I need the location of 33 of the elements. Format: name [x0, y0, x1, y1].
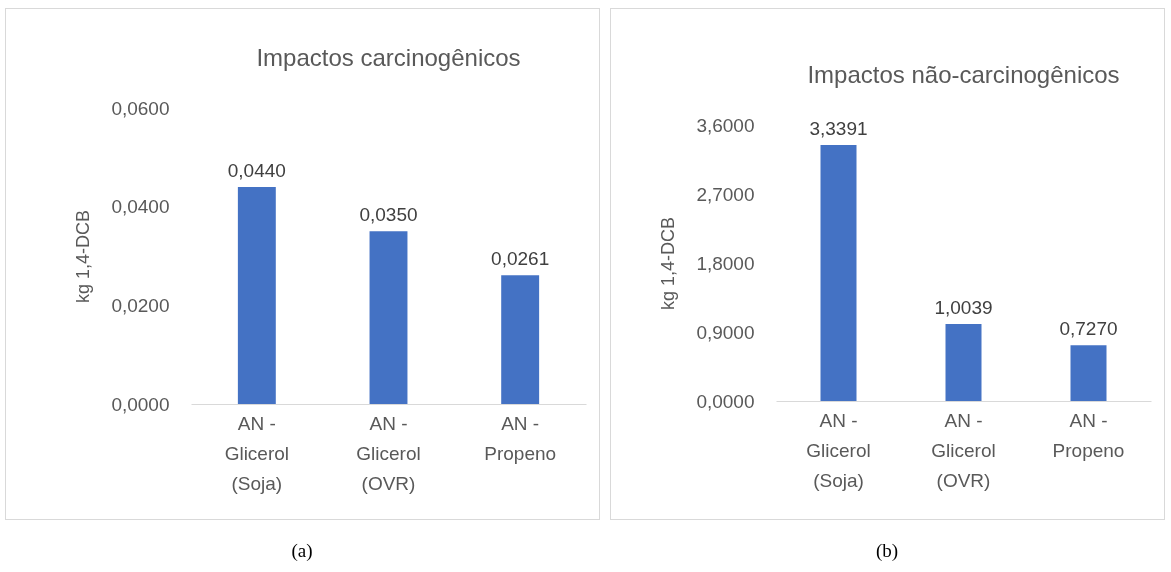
text: (b) [875, 540, 899, 562]
x-tick-label: AN - Glicerol (OVR) [931, 409, 996, 491]
data-label: 0,7270 [1059, 318, 1118, 340]
data-label: 1,0039 [934, 297, 993, 319]
y-tick-label: 3,6000 [696, 114, 755, 136]
y-tick-label: 1,8000 [696, 252, 755, 274]
text: (a) [291, 540, 313, 562]
y-tick-label: 0,0000 [111, 393, 170, 415]
bar [945, 324, 982, 401]
data-label: 0,0261 [491, 248, 550, 270]
bar [237, 186, 276, 404]
y-tick-label: 0,0000 [696, 390, 755, 412]
y-tick-label: 0,0200 [111, 294, 170, 316]
chart-title: Impactos carcinogênicos [256, 44, 521, 71]
y-tick-label: 0,0600 [111, 97, 170, 119]
y-axis-title: kg 1,4-DCB [658, 216, 679, 311]
x-tick-label: AN - Glicerol (Soja) [224, 412, 290, 494]
chart-title: Impactos não-carcinogênicos [807, 61, 1120, 88]
bar [501, 275, 540, 404]
y-axis-title: kg 1,4-DCB [73, 209, 94, 304]
data-label: 0,0440 [227, 159, 286, 181]
data-label: 3,3391 [809, 118, 868, 139]
x-tick-label: AN - Propeno [484, 412, 557, 464]
bar [820, 145, 857, 401]
bar [369, 231, 408, 404]
y-tick-label: 0,0400 [111, 196, 170, 218]
x-tick-label: AN - Propeno [1052, 409, 1125, 461]
y-tick-label: 2,7000 [696, 183, 755, 205]
x-tick-label: AN - Glicerol (OVR) [356, 412, 421, 494]
x-tick-label: AN - Glicerol (Soja) [806, 409, 871, 491]
bar [1070, 345, 1107, 401]
y-tick-label: 0,9000 [696, 321, 755, 343]
data-label: 0,0350 [359, 204, 418, 226]
